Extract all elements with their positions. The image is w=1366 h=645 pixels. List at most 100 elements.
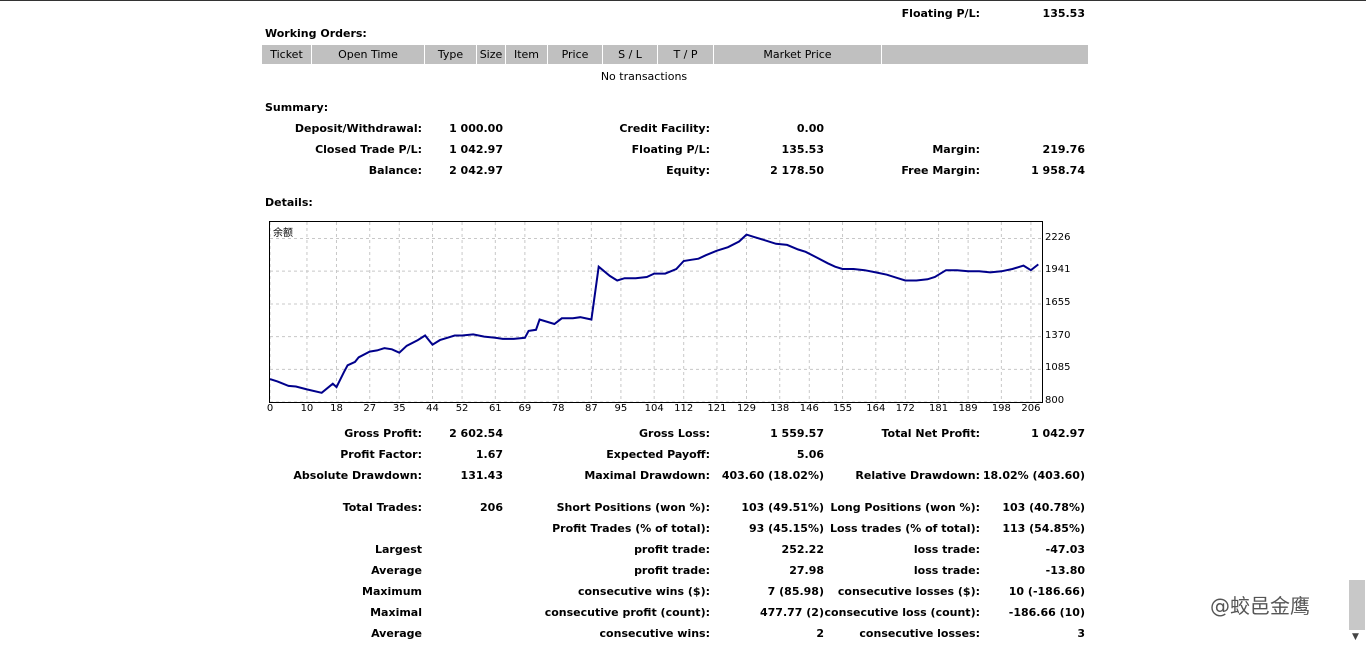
equity-label: Equity: (666, 164, 710, 177)
profit-trades-value: 93 (45.15%) (748, 522, 824, 535)
short-positions-value: 103 (49.51%) (741, 501, 824, 514)
profit-trades-label: Profit Trades (% of total): (552, 522, 710, 535)
equity-value: 2 178.50 (770, 164, 824, 177)
gross-profit-value: 2 602.54 (449, 427, 503, 440)
total-net-value: 1 042.97 (1031, 427, 1085, 440)
max-consec-wins-label: consecutive wins ($): (577, 585, 710, 598)
expected-payoff-value: 5.06 (796, 448, 824, 461)
avg-consec-losses-label: consecutive losses: (859, 627, 980, 640)
expected-payoff-label: Expected Payoff: (606, 448, 710, 461)
long-positions-label: Long Positions (won %): (830, 501, 980, 514)
free-margin-value: 1 958.74 (1031, 164, 1085, 177)
x-tick-label: 172 (895, 403, 915, 414)
deposit-label: Deposit/Withdrawal: (294, 122, 422, 135)
largest-profit-value: 252.22 (781, 543, 824, 556)
gross-loss-value: 1 559.57 (770, 427, 824, 440)
x-tick-label: 87 (584, 403, 598, 414)
average-profit-value: 27.98 (789, 564, 824, 577)
x-tick-label: 206 (1021, 403, 1041, 414)
x-tick-label: 18 (330, 403, 343, 414)
short-positions-label: Short Positions (won %): (556, 501, 710, 514)
x-tick-label: 181 (929, 403, 949, 414)
free-margin-label: Free Margin: (901, 164, 980, 177)
balance-chart: 余额 (269, 221, 1043, 403)
chart-legend-label: 余额 (273, 228, 293, 239)
x-tick-label: 104 (644, 403, 664, 414)
maximal-consec-profit-label: consecutive profit (count): (544, 606, 710, 619)
y-tick-label: 1655 (1045, 296, 1071, 308)
x-tick-label: 146 (799, 403, 819, 414)
x-tick-label: 138 (770, 403, 790, 414)
max-consec-losses-label: consecutive losses ($): (837, 585, 980, 598)
top-border (0, 0, 1366, 1)
y-tick-label: 800 (1045, 395, 1065, 406)
header-floating-label: Floating P/L: (901, 7, 980, 20)
loss-trades-label: Loss trades (% of total): (829, 522, 980, 535)
rel-drawdown-label: Relative Drawdown: (855, 469, 980, 482)
credit-value: 0.00 (796, 122, 824, 135)
watermark: @蛟邑金鹰 (1210, 594, 1310, 618)
col-item: Item (506, 45, 548, 64)
maximal-label: Maximal (370, 606, 422, 619)
summary-title: Summary: (265, 101, 329, 114)
profit-factor-label: Profit Factor: (340, 448, 422, 461)
x-tick-label: 61 (488, 403, 502, 414)
x-tick-label: 189 (958, 403, 978, 414)
x-tick-label: 164 (866, 403, 886, 414)
col-tp: T / P (658, 45, 714, 64)
col-ticket: Ticket (262, 45, 312, 64)
x-tick-label: 155 (832, 403, 853, 414)
long-positions-value: 103 (40.78%) (1002, 501, 1085, 514)
abs-drawdown-label: Absolute Drawdown: (293, 469, 422, 482)
maximal-consec-profit-value: 477.77 (2) (760, 606, 824, 619)
x-tick-label: 35 (392, 403, 406, 414)
x-tick-label: 44 (426, 403, 439, 414)
no-transactions-text: No transactions (600, 70, 688, 83)
average-label: Average (371, 564, 422, 577)
x-tick-label: 27 (363, 403, 377, 414)
col-blank (882, 45, 1088, 64)
vertical-scrollbar-thumb[interactable] (1349, 580, 1365, 630)
floating-pl-value: 135.53 (781, 143, 824, 156)
max-drawdown-label: Maximal Drawdown: (584, 469, 710, 482)
y-tick-label: 1941 (1045, 264, 1071, 276)
avg-consec-wins-value: 2 (816, 627, 824, 640)
maximum-label: Maximum (362, 585, 422, 598)
gross-loss-label: Gross Loss: (639, 427, 710, 440)
profit-factor-value: 1.67 (475, 448, 503, 461)
x-tick-label: 112 (674, 403, 694, 414)
x-tick-label: 69 (518, 403, 532, 414)
x-tick-label: 52 (455, 403, 469, 414)
scroll-down-arrow-icon[interactable]: ▼ (1352, 632, 1359, 642)
total-trades-value: 206 (480, 501, 503, 514)
largest-loss-value: -47.03 (1045, 543, 1085, 556)
avg-consec-wins-label: consecutive wins: (599, 627, 710, 640)
average2-label: Average (371, 627, 422, 640)
y-tick-label: 1085 (1045, 362, 1071, 374)
x-tick-label: 129 (736, 403, 757, 414)
margin-label: Margin: (932, 143, 980, 156)
col-market-price: Market Price (714, 45, 882, 64)
working-orders-header: Ticket Open Time Type Size Item Price S … (262, 45, 1088, 64)
balance-label: Balance: (368, 164, 422, 177)
y-tick-label: 2226 (1045, 231, 1071, 243)
deposit-value: 1 000.00 (449, 122, 503, 135)
col-price: Price (548, 45, 603, 64)
total-trades-label: Total Trades: (342, 501, 422, 514)
avg-consec-losses-value: 3 (1077, 627, 1085, 640)
header-floating-value: 135.53 (1042, 7, 1085, 20)
col-size: Size (477, 45, 506, 64)
max-consec-wins-value: 7 (85.98) (767, 585, 824, 598)
max-consec-losses-value: 10 (-186.66) (1008, 585, 1085, 598)
abs-drawdown-value: 131.43 (460, 469, 503, 482)
credit-label: Credit Facility: (619, 122, 710, 135)
margin-value: 219.76 (1042, 143, 1085, 156)
x-tick-label: 198 (991, 403, 1011, 414)
x-tick-label: 10 (300, 403, 314, 414)
floating-pl-label: Floating P/L: (631, 143, 710, 156)
x-tick-label: 121 (707, 403, 727, 414)
balance-chart-svg (269, 222, 1042, 403)
closed-pl-value: 1 042.97 (449, 143, 503, 156)
average-profit-label: profit trade: (634, 564, 710, 577)
working-orders-title: Working Orders: (265, 27, 367, 40)
